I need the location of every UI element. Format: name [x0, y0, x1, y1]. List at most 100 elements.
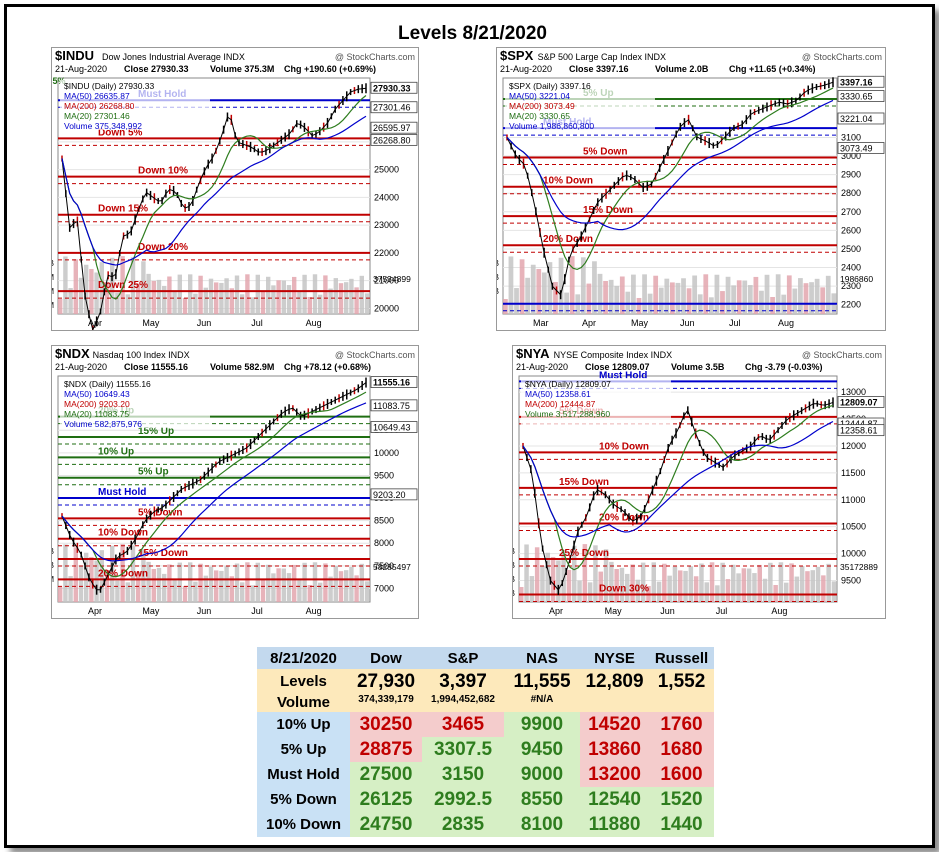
volume-bar — [255, 274, 260, 314]
x-tick-label: Apr — [88, 318, 102, 328]
volume-bar — [229, 288, 234, 314]
volume-value — [649, 694, 714, 712]
legend-entry: MA(20) 27301.46 — [64, 111, 130, 121]
table-cell: 28875 — [350, 737, 422, 762]
level-value: 11,555 — [504, 669, 580, 694]
volume-bar — [540, 565, 545, 602]
volume-bar — [525, 277, 531, 314]
volume-bar — [831, 581, 837, 602]
volume-bar — [558, 257, 564, 314]
volume-bar — [162, 573, 167, 602]
volume-bar — [534, 547, 540, 602]
volume-bar — [167, 276, 172, 314]
ma50-line — [61, 402, 367, 562]
volume-bar — [670, 282, 675, 314]
volume-bar — [753, 276, 759, 314]
chart-symbol: $NDX — [55, 346, 90, 361]
volume-bar — [664, 278, 670, 314]
value-tag-box — [370, 101, 418, 114]
volume-bar — [115, 292, 120, 314]
value-tag: 3073.49 — [840, 143, 873, 153]
volume-bar — [78, 565, 84, 602]
legend-entry: Volume 1,986,860,800 — [509, 121, 594, 131]
value-tag: 3397.16 — [840, 77, 873, 87]
table-cell: 2835 — [422, 812, 504, 837]
volume-bar — [94, 560, 99, 602]
chart-panel-spx: $SPX S&P 500 Large Cap Index INDX @ StockC… — [496, 47, 886, 331]
volume-bar — [224, 278, 229, 314]
volume-bar — [240, 294, 245, 314]
volume-bar — [614, 568, 619, 602]
volume-bar — [99, 262, 104, 314]
table-cell: 26125 — [350, 787, 422, 812]
volume-bar — [312, 562, 318, 602]
x-tick-label: Jul — [251, 606, 263, 616]
watermark: @ StockCharts.com — [335, 52, 415, 62]
volume-bar — [742, 280, 748, 314]
chart-nya: $NYA NYSE Composite Index INDX @ StockChar… — [513, 346, 885, 616]
volume-bar — [292, 276, 297, 314]
volume-bar — [266, 564, 271, 602]
value-tag-box — [837, 396, 885, 408]
level-label: 15% Down — [138, 548, 188, 559]
table-cell: 13860 — [580, 737, 649, 762]
legend-entry: MA(200) 26268.80 — [64, 101, 135, 111]
main-frame: Levels 8/21/2020 $INDU Dow Jones Industri… — [4, 4, 935, 848]
x-tick-label: Jul — [716, 606, 728, 616]
y-tick-label: 2600 — [841, 225, 861, 235]
table-date: 8/21/2020 — [257, 647, 350, 669]
x-tick-label: Jun — [680, 318, 695, 328]
volume-bar — [799, 566, 805, 602]
value-tag: 26595.97 — [373, 123, 411, 133]
level-label: 20% Down — [543, 234, 593, 245]
value-tag-box — [370, 121, 418, 134]
price-line — [61, 382, 367, 591]
volume-bar — [598, 571, 603, 602]
value-tag-box — [370, 376, 418, 388]
volume-bar — [636, 297, 642, 314]
volume-bar — [683, 570, 688, 602]
volume-tick-label: 1.00B — [52, 259, 54, 268]
row-label: Levels — [257, 669, 350, 694]
volume-bar — [271, 285, 276, 314]
level-value: 3,397 — [422, 669, 504, 694]
value-tag: 12358.61 — [840, 426, 878, 436]
volume-bar — [714, 274, 720, 314]
legend-entry: $INDU (Daily) 27930.33 — [64, 81, 155, 91]
volume-bar — [566, 569, 572, 602]
volume-label: Volume 3.5B — [671, 362, 725, 372]
chart-name: Nasdaq 100 Index INDX — [93, 350, 190, 360]
y-tick-label: 21000 — [374, 276, 399, 286]
table-cell: 8100 — [504, 812, 580, 837]
volume-bar — [826, 563, 831, 602]
volume-bar — [577, 580, 582, 602]
y-tick-label: 10500 — [841, 522, 866, 532]
table-cell: 30250 — [350, 712, 422, 737]
x-tick-label: Jun — [660, 606, 675, 616]
value-tag-box — [837, 142, 885, 154]
y-tick-label: 7500 — [374, 561, 394, 571]
ma20-line — [522, 404, 834, 571]
value-tag-box — [837, 90, 885, 102]
table-row: 10% Up 30250 3465 9900 14520 1760 — [257, 712, 714, 737]
volume-bar — [130, 257, 136, 314]
table-cell: 3150 — [422, 762, 504, 787]
volume-bar — [725, 579, 731, 602]
volume-bar — [530, 264, 536, 314]
volume-bar — [536, 268, 542, 314]
volume-tick-label: 500M — [52, 287, 54, 296]
y-tick-label: 3100 — [841, 132, 861, 142]
volume-bar — [814, 278, 820, 314]
table-row: Must Hold 27500 3150 9000 13200 1600 — [257, 762, 714, 787]
y-tick-label: 2300 — [841, 281, 861, 291]
y-tick-label: 13000 — [841, 387, 866, 397]
volume-bar — [312, 274, 318, 314]
y-tick-label: 11000 — [841, 495, 865, 505]
volume-bar — [286, 573, 292, 602]
volume-bar — [125, 582, 130, 602]
volume-bar — [297, 290, 302, 314]
volume-tick-label: 4B — [497, 273, 499, 282]
volume-bar — [229, 576, 234, 602]
volume-bar — [240, 582, 245, 602]
volume-bar — [794, 576, 800, 602]
